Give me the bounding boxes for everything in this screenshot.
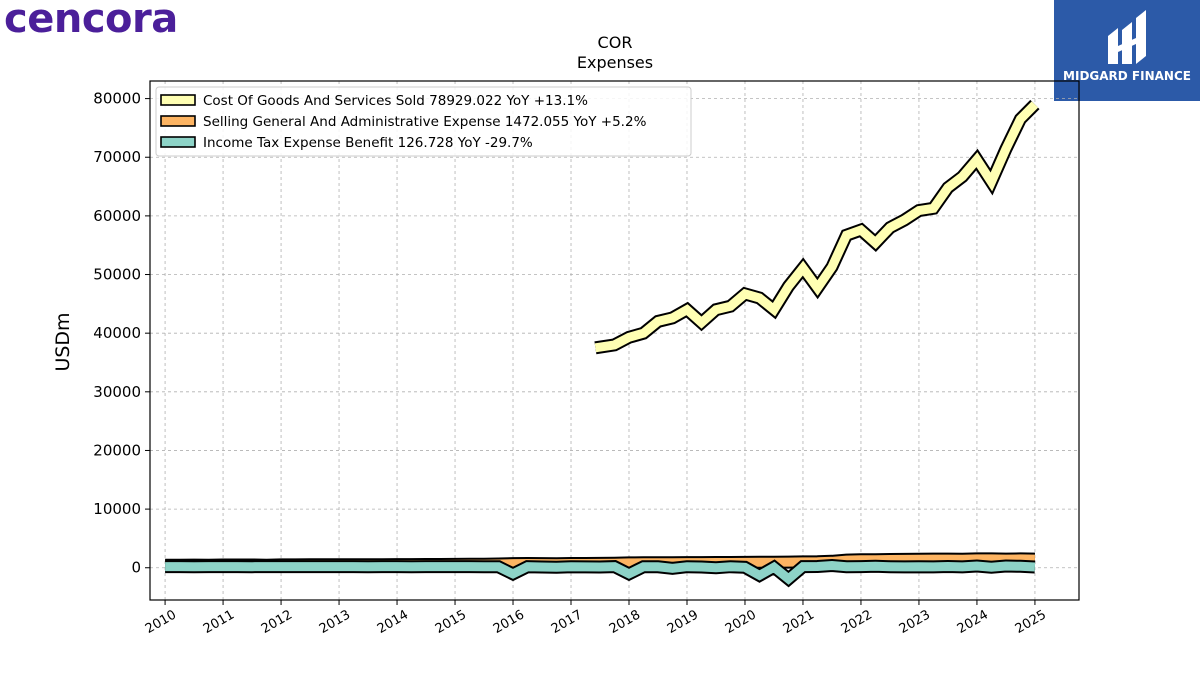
y-tick-label: 80000 <box>93 90 141 108</box>
legend-label: Cost Of Goods And Services Sold 78929.02… <box>203 93 588 109</box>
y-tick-label: 10000 <box>93 500 141 518</box>
legend-label: Income Tax Expense Benefit 126.728 YoY -… <box>203 135 533 151</box>
y-tick-label: 70000 <box>93 148 141 166</box>
y-tick-label: 20000 <box>93 441 141 459</box>
legend-swatch <box>160 136 196 148</box>
x-tick-label: 2025 <box>1013 607 1049 637</box>
x-tick-label: 2013 <box>317 607 353 637</box>
legend: Cost Of Goods And Services Sold 78929.02… <box>155 86 692 157</box>
series-areas <box>165 99 1040 588</box>
legend-label: Selling General And Administrative Expen… <box>203 114 647 130</box>
y-tick-label: 60000 <box>93 207 141 225</box>
x-tick-label: 2022 <box>839 607 875 637</box>
midgard-finance-mark-icon <box>1108 10 1146 64</box>
x-tick-label: 2011 <box>201 607 237 637</box>
y-tick-label: 0 <box>131 559 141 577</box>
x-tick-label: 2023 <box>897 607 933 637</box>
x-tick-label: 2020 <box>723 607 759 637</box>
x-tick-label: 2012 <box>259 607 295 637</box>
cencora-logo: cencora <box>4 0 178 42</box>
y-tick-label: 50000 <box>93 266 141 284</box>
x-tick-label: 2017 <box>549 607 585 637</box>
x-tick-label: 2010 <box>143 607 179 637</box>
midgard-finance-wordmark: MIDGARD FINANCE <box>1063 69 1191 83</box>
chart-title: COR <box>598 33 633 52</box>
x-tick-label: 2015 <box>433 607 469 637</box>
x-tick-label: 2018 <box>607 607 643 637</box>
x-tick-label: 2024 <box>955 607 991 637</box>
chart-subtitle: Expenses <box>577 53 653 72</box>
x-axis: 2010 2011 2012 2013 2014 2015 2016 2017 2018 2019… <box>143 600 1049 637</box>
x-tick-label: 2014 <box>375 607 411 637</box>
legend-box <box>155 86 692 157</box>
legend-swatch <box>160 94 196 106</box>
y-axis: 0 10000 20000 30000 40000 50000 60000 70000 8000… <box>93 90 150 577</box>
midgard-finance-logo: MIDGARD FINANCE <box>1054 0 1200 101</box>
y-tick-label: 30000 <box>93 383 141 401</box>
x-tick-label: 2016 <box>491 607 527 637</box>
income-tax-series-line <box>165 560 1036 585</box>
y-tick-label: 40000 <box>93 324 141 342</box>
x-tick-label: 2021 <box>781 607 817 637</box>
y-axis-label: USDm <box>52 312 74 371</box>
legend-swatch <box>160 115 196 127</box>
cost-of-goods-series-line <box>594 101 1039 353</box>
plot-frame <box>149 80 1080 601</box>
x-tick-label: 2019 <box>665 607 701 637</box>
